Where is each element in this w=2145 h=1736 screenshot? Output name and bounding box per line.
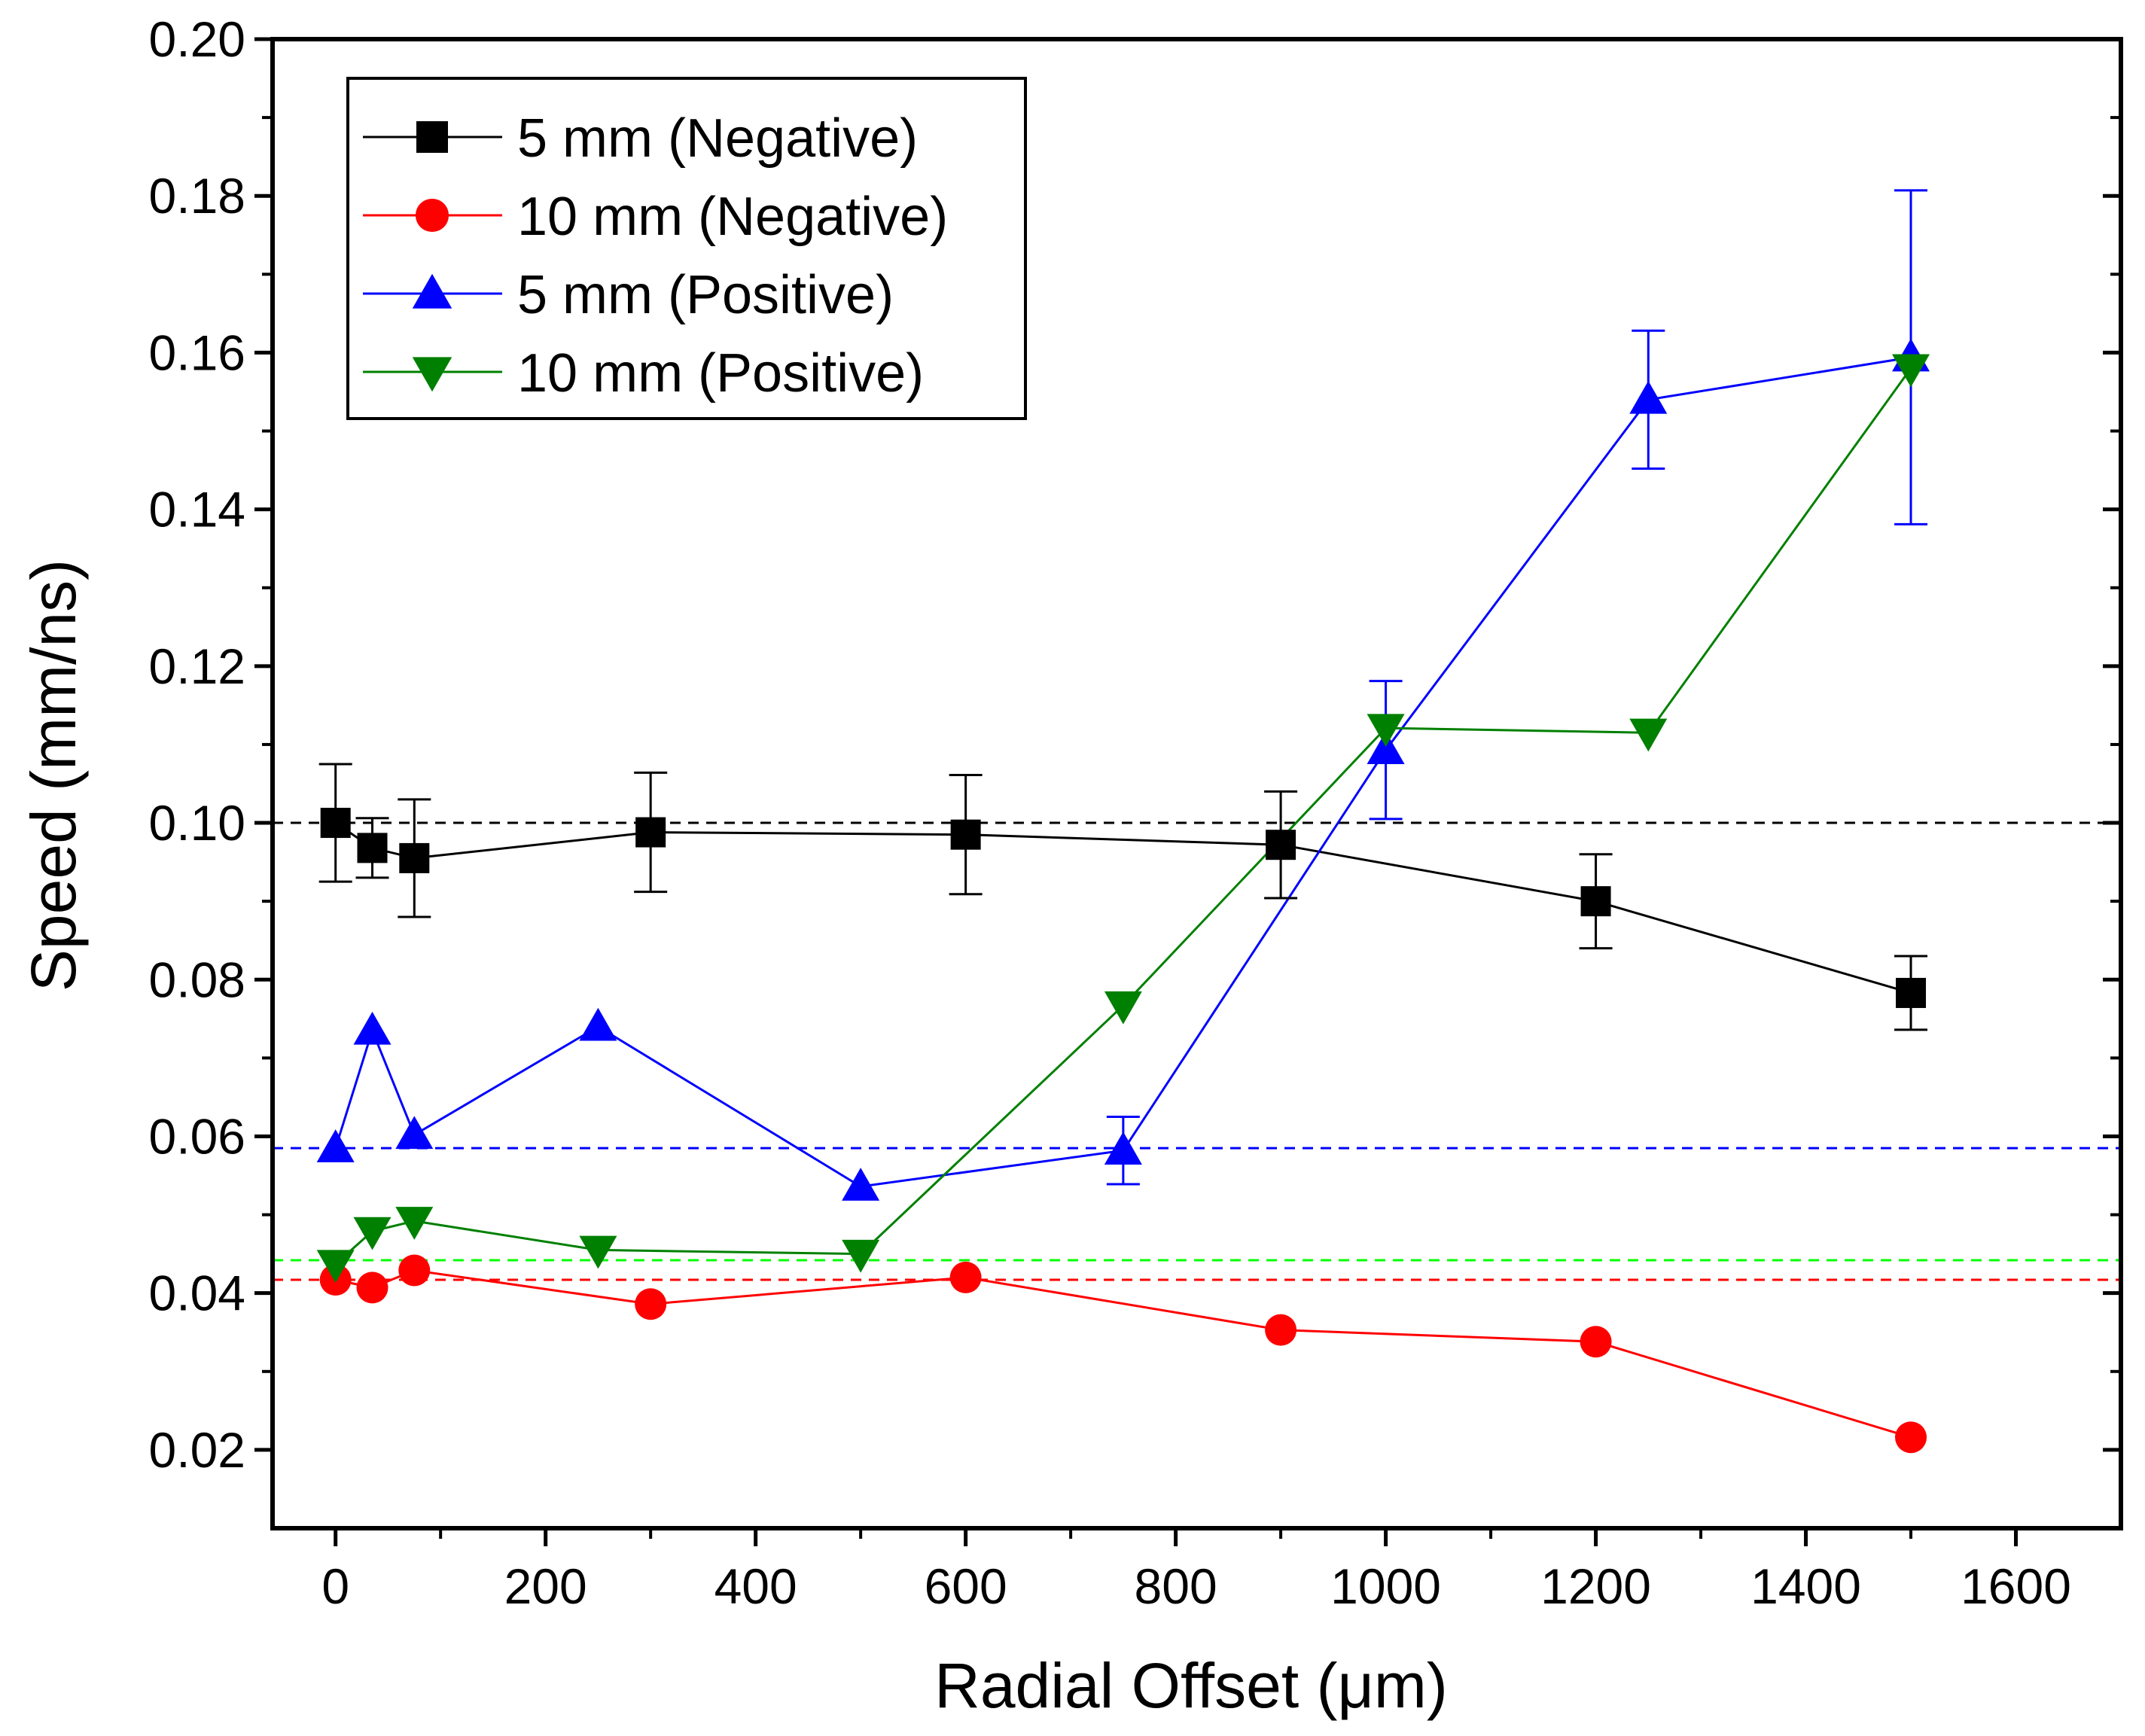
x-tick-label: 1000: [1330, 1558, 1441, 1614]
y-tick-label: 0.20: [149, 11, 245, 67]
x-tick-label: 0: [321, 1558, 349, 1614]
data-point: [395, 1207, 434, 1240]
data-point: [353, 1217, 392, 1250]
legend-label: 5 mm (Negative): [517, 108, 918, 169]
legend-marker: [416, 121, 448, 153]
legend-entry: 10 mm (Positive): [363, 343, 924, 404]
data-point: [1629, 718, 1668, 752]
data-point: [579, 1235, 617, 1269]
legend-marker: [412, 357, 452, 392]
data-point: [1367, 731, 1405, 764]
axes: 0 200 400 600 800 1000 1200 1400 1600 0.02 0.04 0.0…: [149, 11, 2123, 1614]
legend-marker: [412, 273, 452, 309]
legend-label: 5 mm (Positive): [517, 265, 894, 325]
x-tick-label: 600: [925, 1558, 1007, 1614]
series-lines: [334, 356, 1912, 1439]
data-point: [356, 1272, 388, 1304]
data-point: [1265, 1314, 1297, 1346]
data-point: [357, 833, 388, 863]
x-tick-label: 200: [504, 1558, 587, 1614]
x-tick-label: 400: [714, 1558, 797, 1614]
x-axis-title: Radial Offset (μm): [934, 1650, 1448, 1721]
reference-lines: [273, 821, 2121, 1281]
y-tick-label: 0.08: [149, 952, 245, 1007]
series-line-2: [334, 356, 1912, 1188]
legend: 5 mm (Negative) 10 mm (Negative) 5 mm (Pos…: [346, 77, 1027, 420]
legend-label: 10 mm (Negative): [517, 187, 948, 247]
data-point: [1629, 380, 1668, 414]
plot-frame: [270, 37, 2123, 1530]
data-point: [579, 1007, 617, 1041]
data-point: [635, 1288, 667, 1320]
series-line-1: [335, 1268, 1912, 1439]
data-point: [1580, 1326, 1612, 1358]
x-tick-label: 800: [1135, 1558, 1217, 1614]
y-tick-label: 0.14: [149, 482, 245, 538]
data-point: [949, 1261, 982, 1293]
series-line-0: [334, 821, 1912, 994]
y-tick-label: 0.02: [149, 1422, 245, 1478]
x-tick-label: 1400: [1750, 1558, 1861, 1614]
y-tick-label: 0.16: [149, 324, 245, 380]
data-point: [353, 1011, 392, 1045]
data-point: [316, 1250, 355, 1284]
data-point: [395, 1116, 434, 1150]
data-markers: [316, 338, 1930, 1454]
data-point: [1895, 1421, 1927, 1454]
data-point: [842, 1168, 880, 1201]
data-point: [635, 817, 666, 848]
y-tick-label: 0.10: [149, 795, 245, 851]
y-tick-label: 0.06: [149, 1108, 245, 1164]
data-point: [1892, 354, 1930, 388]
data-point: [398, 1254, 431, 1287]
x-tick-label: 1600: [1961, 1558, 2071, 1614]
legend-marker: [415, 198, 449, 233]
data-point: [1367, 714, 1405, 748]
y-tick-label: 0.04: [149, 1265, 245, 1321]
legend-box: [346, 77, 1027, 420]
y-axis-title: Speed (mm/ns): [18, 559, 89, 991]
data-point: [1266, 830, 1296, 860]
data-point: [1104, 991, 1142, 1025]
x-tick-label: 1200: [1540, 1558, 1651, 1614]
y-tick-label: 0.12: [149, 638, 245, 694]
data-point: [950, 819, 981, 850]
data-point: [320, 808, 351, 839]
data-point: [1580, 886, 1611, 917]
data-point: [842, 1239, 880, 1273]
y-tick-label: 0.18: [149, 168, 245, 224]
legend-label: 10 mm (Positive): [517, 343, 924, 404]
data-point: [399, 842, 430, 873]
legend-entry: 5 mm (Positive): [363, 265, 894, 325]
legend-entry: 10 mm (Negative): [363, 187, 948, 247]
data-point: [316, 1129, 355, 1162]
data-point: [1896, 977, 1927, 1008]
data-point: [1104, 1131, 1142, 1165]
legend-entry: 5 mm (Negative): [363, 108, 918, 169]
